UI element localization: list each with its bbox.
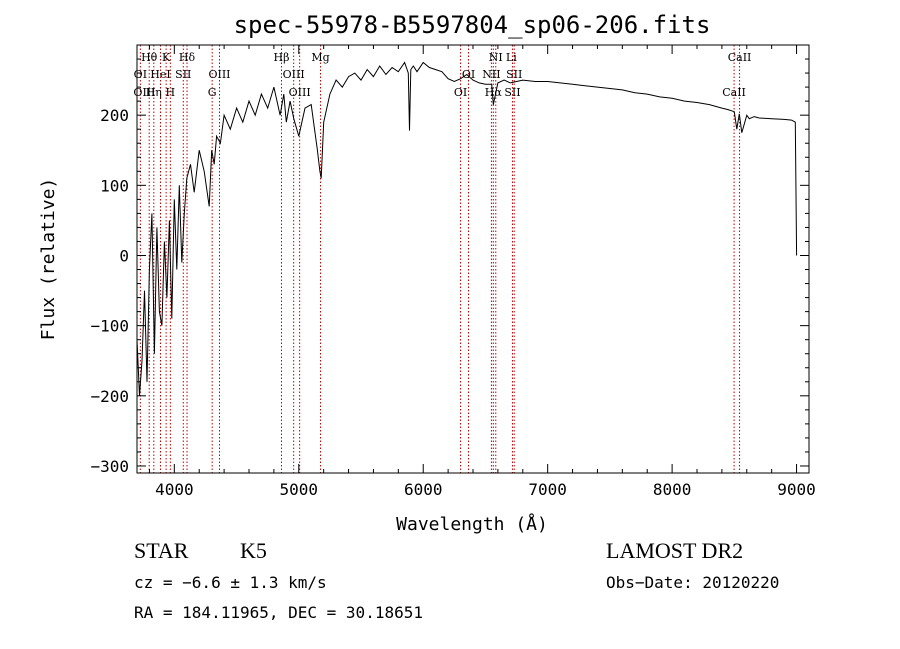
annotation-label: OIII <box>133 86 155 99</box>
annotation-label: Hβ <box>274 51 290 64</box>
y-tick-label: 100 <box>100 176 129 195</box>
object-type: STAR <box>134 538 189 563</box>
plot-frame <box>136 44 810 474</box>
annotation-label: NI <box>489 51 503 64</box>
series-layer <box>136 61 798 396</box>
annotation-label: NII <box>482 68 500 81</box>
annotation-label: SII <box>175 68 191 81</box>
y-tick-label: −100 <box>90 317 129 336</box>
annotation-label: OIII <box>208 68 230 81</box>
x-tick-label: 9000 <box>777 480 816 499</box>
tick-layer: 4000 5000 6000 7000 8000 9000 −300 −200 −100 0 100… <box>90 45 816 499</box>
line-marker-layer <box>139 45 741 473</box>
annotation-label: OIII <box>283 68 305 81</box>
object-subclass: K5 <box>240 538 267 563</box>
annotation-label: OI <box>454 86 467 99</box>
redshift-cz: cz = −6.6 ± 1.3 km/s <box>134 573 327 592</box>
annotation-label: Hη <box>146 86 162 99</box>
annotation-label: CaII <box>728 51 752 64</box>
annotation-label: HeI <box>150 68 170 81</box>
annotation-label: SII <box>506 68 522 81</box>
annotation-label: OI <box>462 68 475 81</box>
observation-date: Obs−Date: 20120220 <box>606 573 780 592</box>
annotation-label: OIII <box>289 86 311 99</box>
x-tick-label: 4000 <box>155 480 194 499</box>
y-axis-label: Flux (relative) <box>38 178 59 341</box>
y-tick-label: 200 <box>100 106 129 125</box>
x-tick-label: 7000 <box>528 480 567 499</box>
annotation-label: H <box>166 86 176 99</box>
annotation-label: SII <box>504 86 520 99</box>
annotation-label: CaII <box>722 86 746 99</box>
annotation-label: K <box>162 51 171 64</box>
survey-name: LAMOST DR2 <box>606 538 744 563</box>
coordinates: RA = 184.11965, DEC = 30.18651 <box>134 603 423 622</box>
annotation-label: Hθ <box>141 51 158 64</box>
y-tick-label: −200 <box>90 387 129 406</box>
y-tick-label: 0 <box>119 246 129 265</box>
annotation-label: Mg <box>311 51 329 64</box>
chart-title: spec-55978-B5597804_sp06-206.fits <box>234 11 711 39</box>
annotation-label: Hδ <box>179 51 196 64</box>
x-tick-label: 8000 <box>653 480 692 499</box>
x-tick-label: 6000 <box>404 480 443 499</box>
annotation-label: Li <box>506 51 517 64</box>
annotation-label: OI <box>134 68 147 81</box>
x-tick-label: 5000 <box>280 480 319 499</box>
annotation-label: G <box>208 86 217 99</box>
x-axis-label: Wavelength (Å) <box>396 513 548 535</box>
series-line-flux <box>136 61 798 396</box>
annotation-label: Hα <box>485 86 503 99</box>
y-tick-label: −300 <box>90 457 129 476</box>
